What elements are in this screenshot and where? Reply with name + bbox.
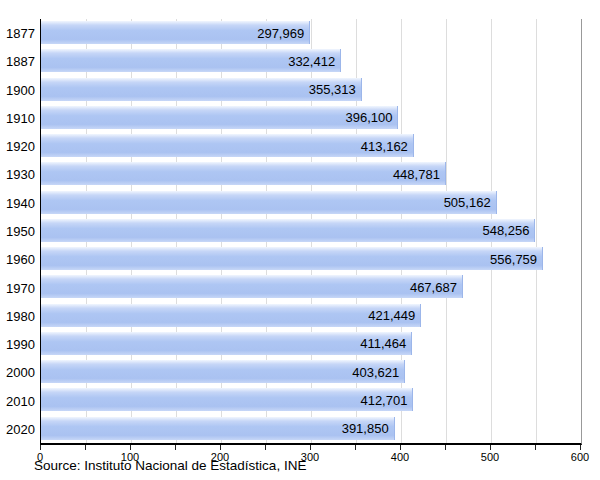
year-label: 1930 xyxy=(1,167,35,182)
year-label: 2000 xyxy=(1,365,35,380)
population-bar: 412,701 xyxy=(41,388,413,411)
x-axis-tick xyxy=(40,445,41,450)
population-bar: 548,256 xyxy=(41,219,535,242)
x-axis-tick xyxy=(265,445,266,450)
x-axis-tick xyxy=(445,445,446,450)
year-label: 1920 xyxy=(1,139,35,154)
population-bar: 556,759 xyxy=(41,247,543,270)
bar-row: 1920413,162 xyxy=(41,132,581,160)
year-label: 1877 xyxy=(1,26,35,41)
bar-row: 1887332,412 xyxy=(41,47,581,75)
bar-row: 1970467,687 xyxy=(41,273,581,301)
x-axis-tick-label: 400 xyxy=(380,451,420,463)
x-axis-tick xyxy=(175,445,176,450)
bar-row: 2000403,621 xyxy=(41,358,581,386)
year-label: 1900 xyxy=(1,82,35,97)
bar-row: 1990411,464 xyxy=(41,330,581,358)
value-label: 548,256 xyxy=(482,223,529,238)
year-label: 1910 xyxy=(1,110,35,125)
year-label: 1990 xyxy=(1,337,35,352)
population-bar: 505,162 xyxy=(41,191,497,214)
x-axis-tick xyxy=(490,445,491,450)
population-bar-chart: 1877297,9691887332,4121900355,3131910396… xyxy=(0,0,600,480)
value-label: 556,759 xyxy=(490,251,537,266)
value-label: 421,449 xyxy=(368,308,415,323)
value-label: 448,781 xyxy=(393,166,440,181)
plot-area: 1877297,9691887332,4121900355,3131910396… xyxy=(40,19,582,445)
bar-row: 1900355,313 xyxy=(41,76,581,104)
year-label: 1970 xyxy=(1,280,35,295)
x-axis-tick-label: 500 xyxy=(470,451,510,463)
population-bar: 448,781 xyxy=(41,162,446,185)
bar-row: 2020391,850 xyxy=(41,415,581,443)
year-label: 2010 xyxy=(1,393,35,408)
value-label: 467,687 xyxy=(410,279,457,294)
x-axis-tick xyxy=(85,445,86,450)
bar-row: 1877297,969 xyxy=(41,19,581,47)
year-label: 1940 xyxy=(1,195,35,210)
population-bar: 391,850 xyxy=(41,417,395,440)
source-caption: Source: Instituto Nacional de Estadístic… xyxy=(34,458,306,473)
population-bar: 297,969 xyxy=(41,21,310,44)
population-bar: 403,621 xyxy=(41,360,405,383)
bar-rows-layer: 1877297,9691887332,4121900355,3131910396… xyxy=(41,19,581,443)
bar-row: 1940505,162 xyxy=(41,189,581,217)
bar-row: 1960556,759 xyxy=(41,245,581,273)
year-label: 1887 xyxy=(1,54,35,69)
bar-row: 1980421,449 xyxy=(41,302,581,330)
population-bar: 411,464 xyxy=(41,332,412,355)
year-label: 1980 xyxy=(1,308,35,323)
x-axis-tick xyxy=(220,445,221,450)
population-bar: 421,449 xyxy=(41,304,421,327)
bar-row: 2010412,701 xyxy=(41,386,581,414)
year-label: 1950 xyxy=(1,223,35,238)
value-label: 412,701 xyxy=(360,392,407,407)
population-bar: 332,412 xyxy=(41,49,341,72)
x-axis-tick xyxy=(310,445,311,450)
x-axis-tick xyxy=(355,445,356,450)
value-label: 391,850 xyxy=(342,421,389,436)
x-axis-tick xyxy=(400,445,401,450)
value-label: 403,621 xyxy=(352,364,399,379)
value-label: 396,100 xyxy=(345,110,392,125)
bar-row: 1910396,100 xyxy=(41,104,581,132)
value-label: 355,313 xyxy=(309,82,356,97)
population-bar: 355,313 xyxy=(41,78,362,101)
population-bar: 413,162 xyxy=(41,134,414,157)
value-label: 332,412 xyxy=(288,53,335,68)
x-axis-tick xyxy=(580,445,581,450)
bar-row: 1950548,256 xyxy=(41,217,581,245)
bar-row: 1930448,781 xyxy=(41,160,581,188)
value-label: 411,464 xyxy=(360,336,406,351)
year-label: 2020 xyxy=(1,421,35,436)
value-label: 413,162 xyxy=(361,138,408,153)
value-label: 297,969 xyxy=(257,25,304,40)
value-label: 505,162 xyxy=(444,195,491,210)
x-axis-tick xyxy=(535,445,536,450)
population-bar: 467,687 xyxy=(41,275,463,298)
x-axis-tick-label: 600 xyxy=(560,451,600,463)
population-bar: 396,100 xyxy=(41,106,398,129)
x-axis-tick xyxy=(130,445,131,450)
year-label: 1960 xyxy=(1,252,35,267)
